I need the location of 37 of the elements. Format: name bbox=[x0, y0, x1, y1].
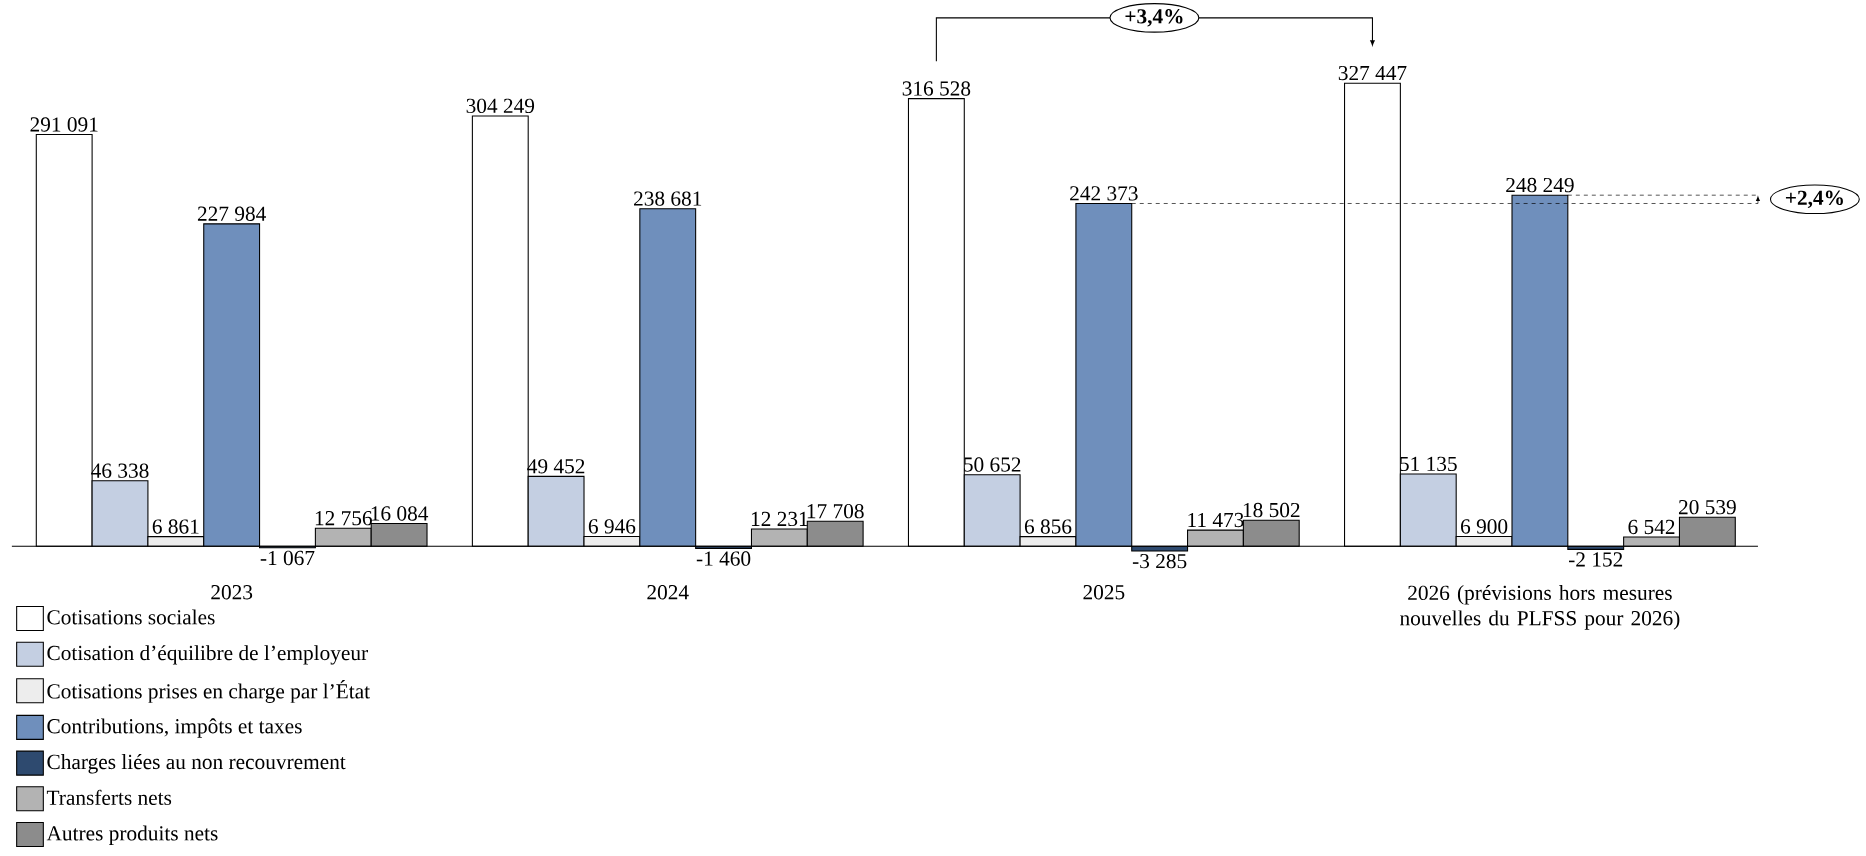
legend-label: Contributions, impôts et taxes bbox=[47, 718, 302, 738]
legend-label: Autres produits nets bbox=[46, 825, 218, 846]
data-label: 291 091 bbox=[30, 117, 98, 132]
data-label: 242 373 bbox=[1070, 186, 1138, 201]
data-label: 316 528 bbox=[902, 81, 971, 96]
data-label: 6 946 bbox=[588, 519, 636, 534]
x-tick-label: 2023 bbox=[211, 585, 253, 600]
text: +3,4% bbox=[1125, 9, 1183, 27]
data-label: -1 460 bbox=[696, 551, 751, 566]
data-label: 6 900 bbox=[1461, 519, 1508, 534]
data-label: 16 084 bbox=[371, 506, 429, 521]
data-label: 18 502 bbox=[1243, 503, 1300, 518]
legend-label: Cotisation d’équilibre de l’employeur bbox=[47, 645, 368, 665]
data-label: 6 856 bbox=[1024, 519, 1072, 534]
legend-label: Transferts nets bbox=[46, 789, 172, 806]
data-label: 20 539 bbox=[1678, 500, 1736, 515]
data-label: -2 152 bbox=[1568, 552, 1623, 567]
x-tick-label: 2025 bbox=[1083, 585, 1125, 600]
data-label: 6 861 bbox=[152, 519, 199, 534]
data-label: 17 708 bbox=[807, 504, 864, 519]
data-label: 6 542 bbox=[1628, 519, 1675, 535]
x-tick-label: 2024 bbox=[647, 585, 689, 600]
data-label: 11 473 bbox=[1188, 513, 1244, 528]
text: +2,4% bbox=[1785, 190, 1843, 209]
data-label: 327 447 bbox=[1338, 66, 1407, 81]
data-label: 238 681 bbox=[634, 191, 702, 206]
data-label: 227 984 bbox=[197, 206, 266, 222]
data-label: 304 249 bbox=[466, 98, 535, 114]
legend-label: Cotisations prises en charge par l’État bbox=[47, 680, 370, 704]
data-label: 12 756 bbox=[315, 511, 372, 526]
data-label: 248 249 bbox=[1506, 178, 1574, 193]
data-label: -3 285 bbox=[1132, 554, 1187, 569]
data-label: 12 231 bbox=[751, 511, 808, 527]
data-label: -1 067 bbox=[260, 550, 315, 566]
legend-label: Cotisations sociales bbox=[47, 609, 215, 625]
x-tick-label: 2026 (prévisions hors mesures nouvelles du PLFSS pour 2026) bbox=[1399, 585, 1680, 630]
legend-label: Charges liées au non recouvrement bbox=[47, 754, 346, 774]
